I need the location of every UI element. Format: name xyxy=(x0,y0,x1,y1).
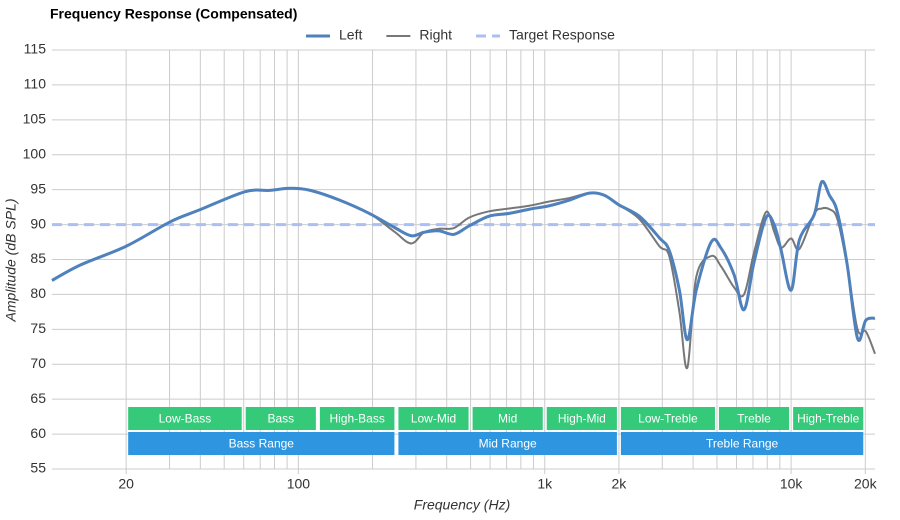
band xyxy=(398,407,469,430)
band xyxy=(128,407,242,430)
y-tick-label: 60 xyxy=(30,425,46,441)
y-axis-label: Amplitude (dB SPL) xyxy=(3,199,19,323)
legend-item: Target Response xyxy=(476,27,615,43)
legend-label: Target Response xyxy=(509,27,615,43)
band xyxy=(398,432,617,455)
y-tick-label: 55 xyxy=(30,460,46,476)
x-tick-label: 1k xyxy=(537,476,553,492)
y-tick-label: 70 xyxy=(30,355,46,371)
band-label: Mid xyxy=(498,412,517,426)
x-tick-label: 10k xyxy=(780,476,804,492)
y-tick-label: 80 xyxy=(30,285,46,301)
x-tick-label: 20 xyxy=(118,476,134,492)
legend-label: Right xyxy=(419,27,452,43)
legend-item: Left xyxy=(306,27,362,43)
band xyxy=(546,407,617,430)
band-label: Treble Range xyxy=(706,437,779,451)
series-line xyxy=(51,179,876,342)
band-label: Bass Range xyxy=(229,437,295,451)
y-tick-label: 110 xyxy=(24,76,47,92)
y-tick-label: 85 xyxy=(30,250,46,266)
x-tick-label: 2k xyxy=(612,476,628,492)
y-tick-label: 105 xyxy=(23,111,47,127)
y-tick-label: 65 xyxy=(30,390,46,406)
band xyxy=(793,407,864,430)
x-axis-label: Frequency (Hz) xyxy=(414,497,510,513)
band-label: Low-Treble xyxy=(638,412,698,426)
band-label: Low-Bass xyxy=(159,412,212,426)
band-label: High-Bass xyxy=(329,412,384,426)
x-tick-label: 100 xyxy=(287,476,311,492)
band-label: High-Treble xyxy=(797,412,860,426)
band-label: Mid Range xyxy=(479,437,537,451)
band xyxy=(319,407,395,430)
legend-label: Left xyxy=(339,27,362,43)
band-label: High-Mid xyxy=(558,412,606,426)
chart-title: Frequency Response (Compensated) xyxy=(50,6,297,22)
band-label: Treble xyxy=(737,412,771,426)
band xyxy=(128,432,395,455)
band xyxy=(472,407,543,430)
band xyxy=(718,407,790,430)
band-label: Bass xyxy=(267,412,294,426)
legend-item: Right xyxy=(386,27,452,43)
y-tick-label: 90 xyxy=(30,215,46,231)
band xyxy=(620,407,715,430)
band-label: Low-Mid xyxy=(411,412,456,426)
band xyxy=(245,407,316,430)
y-tick-label: 95 xyxy=(30,180,46,196)
y-tick-label: 75 xyxy=(30,320,46,336)
band xyxy=(620,432,864,455)
y-tick-label: 115 xyxy=(24,41,47,57)
y-tick-label: 100 xyxy=(23,145,47,161)
x-tick-label: 20k xyxy=(854,476,878,492)
